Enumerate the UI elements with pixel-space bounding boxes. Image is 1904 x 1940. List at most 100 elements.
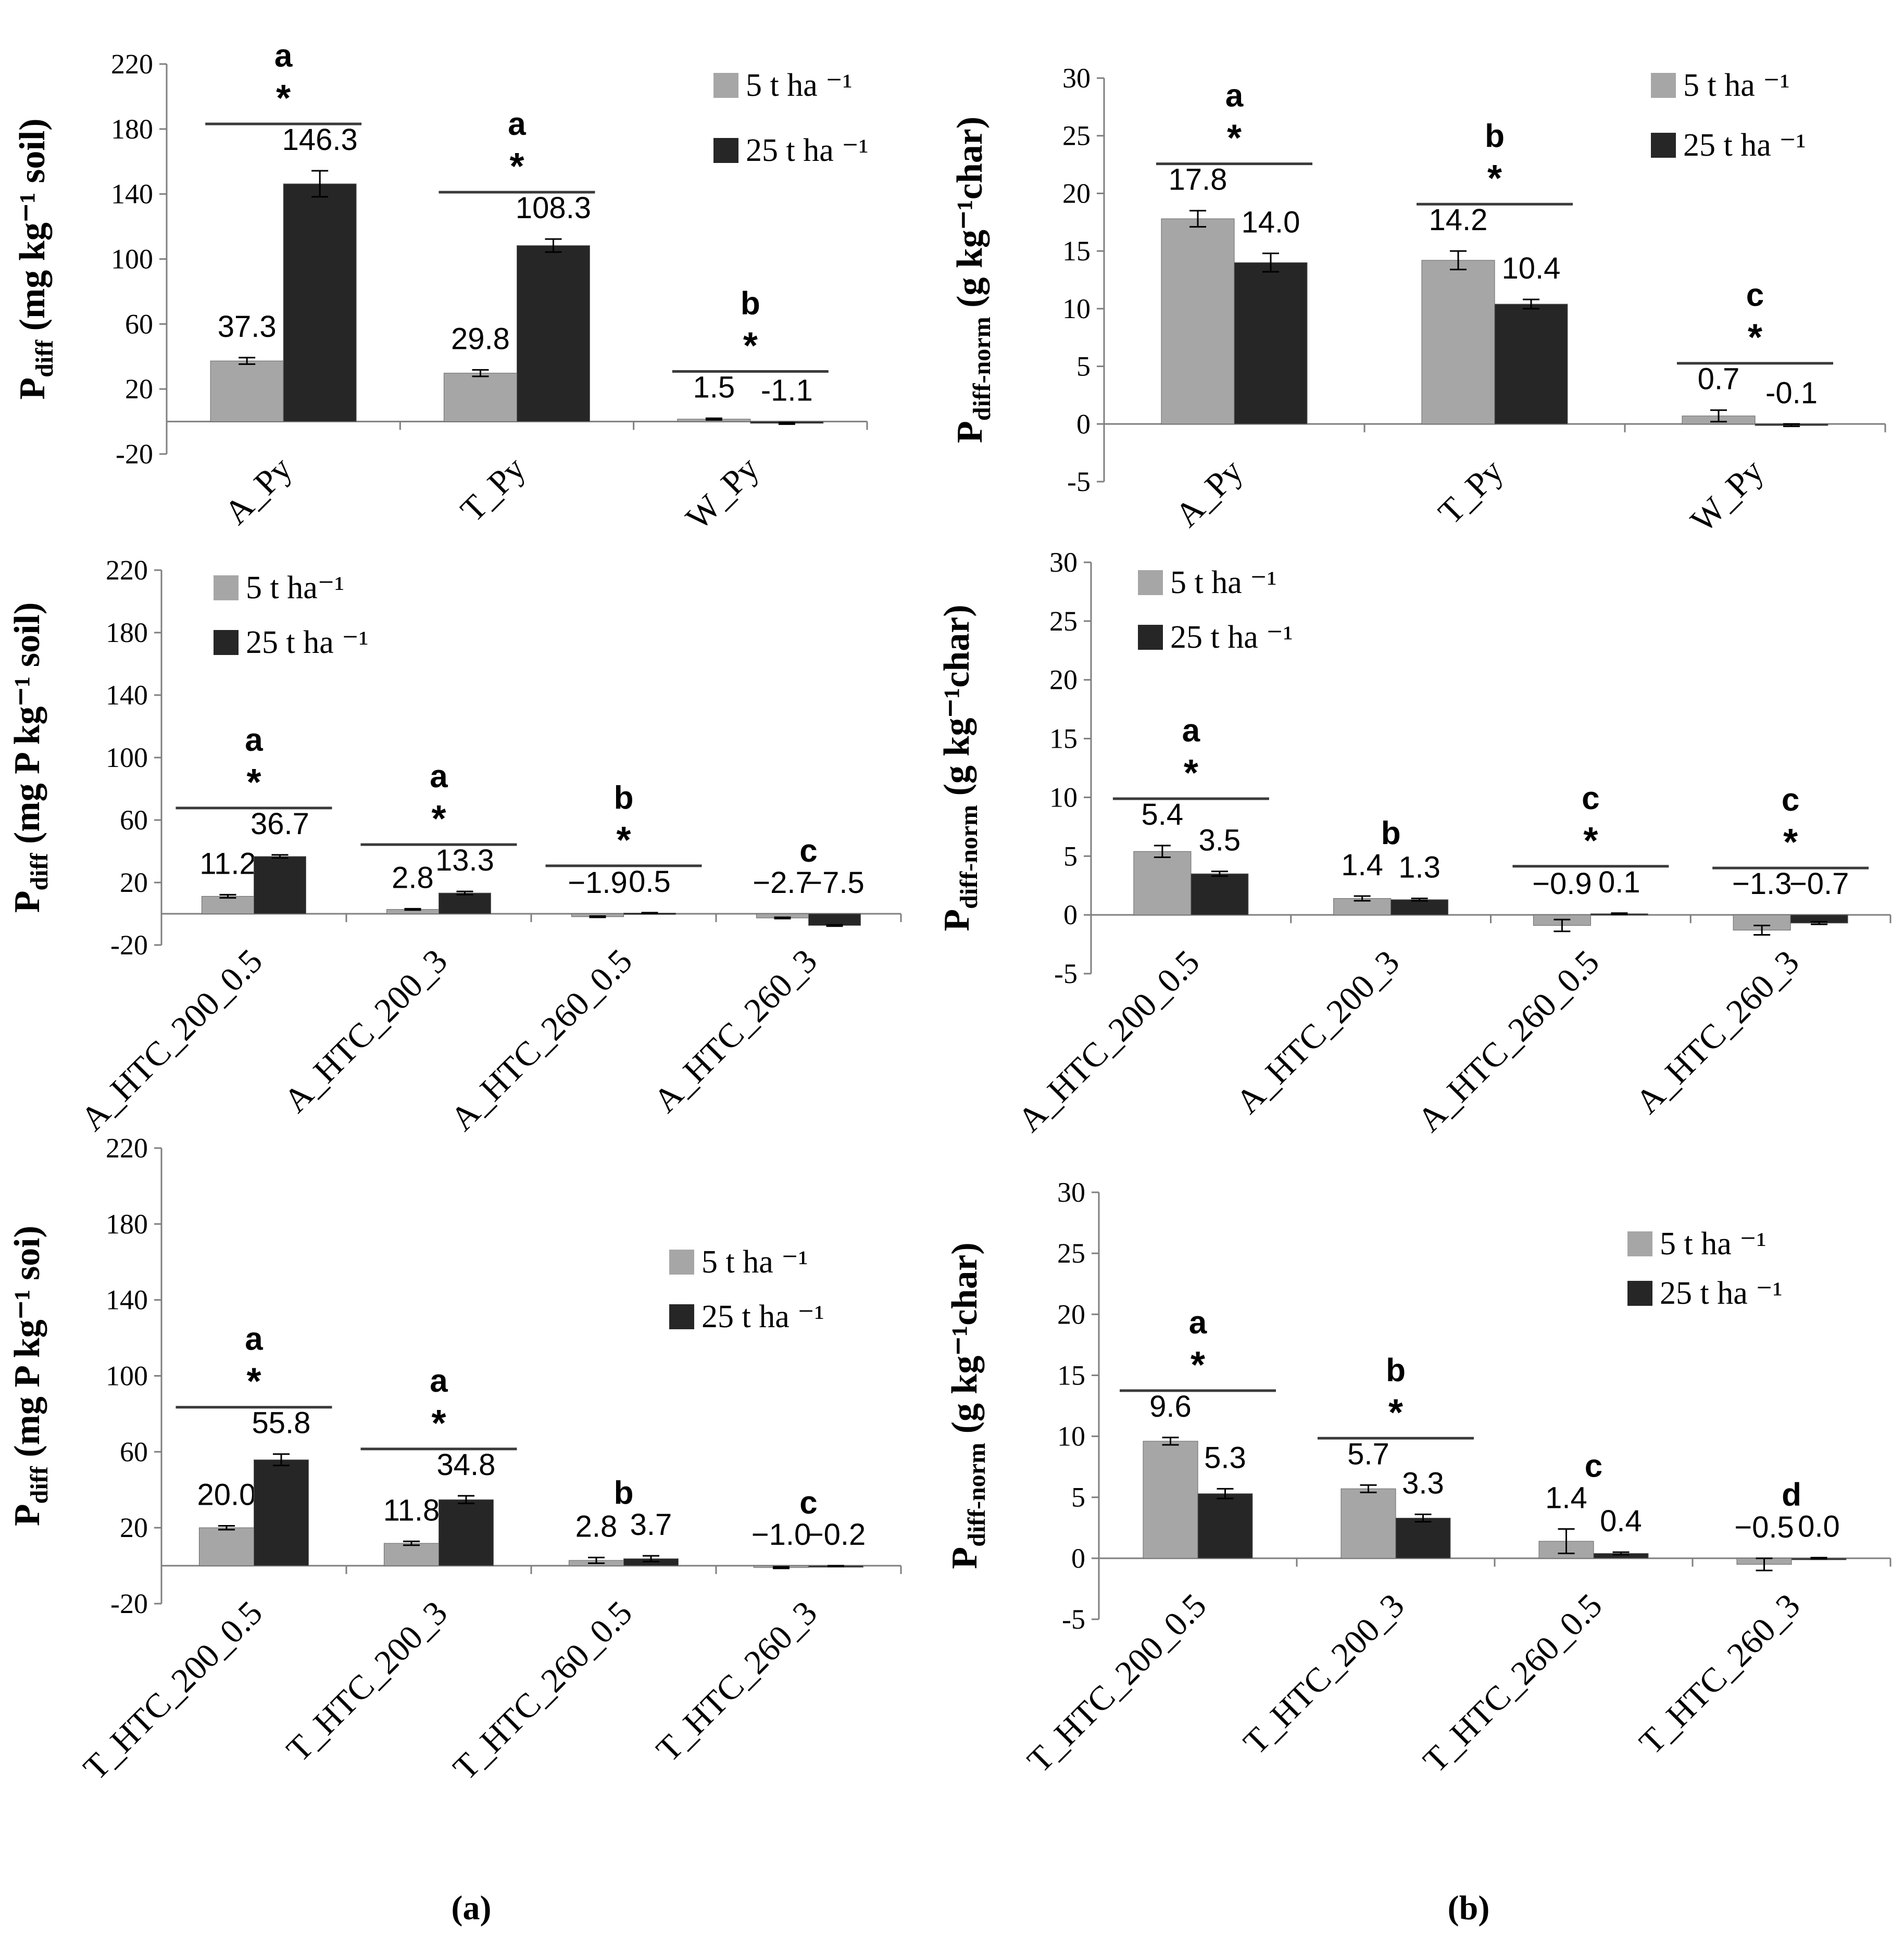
- y-tick-label: 20: [1062, 178, 1091, 209]
- y-tick-label: 25: [1049, 606, 1078, 637]
- data-label: 0.1: [1598, 865, 1640, 899]
- bar-s1: [1143, 1441, 1198, 1559]
- category-label: W_Py: [679, 450, 766, 537]
- group-letter: b: [1386, 1352, 1406, 1388]
- y-tick-label: 5: [1063, 840, 1078, 872]
- data-label: 55.8: [252, 1406, 311, 1440]
- y-tick-label: 180: [106, 1208, 148, 1240]
- category-label: W_Py: [1683, 452, 1771, 539]
- data-label: 5.4: [1142, 798, 1184, 832]
- y-tick-label: 0: [1076, 408, 1091, 439]
- legend-label: 5 t ha ⁻¹: [1660, 1226, 1767, 1262]
- data-label: 20.0: [197, 1478, 256, 1512]
- y-tick-label: 10: [1049, 782, 1078, 813]
- data-label: 10.4: [1502, 251, 1561, 285]
- category-label: A_HTC_260_0.5: [1410, 943, 1607, 1139]
- category-label: T_HTC_260_0.5: [446, 1594, 640, 1787]
- significance-star: *: [246, 1361, 261, 1403]
- bar-s1: [1161, 218, 1235, 424]
- category-label: A_Py: [1168, 452, 1250, 534]
- y-tick-label: 140: [106, 1284, 148, 1316]
- y-axis-label-subscript: diff-norm: [968, 317, 996, 421]
- category-label: A_HTC_260_3: [1629, 943, 1807, 1121]
- group-letter: d: [1782, 1477, 1801, 1513]
- bar-s1: [199, 1527, 254, 1566]
- bar-s2: [1391, 899, 1449, 915]
- bar-s2: [1395, 1518, 1451, 1559]
- data-label: 17.8: [1169, 163, 1227, 197]
- data-label: 13.3: [435, 843, 494, 877]
- data-label: 14.2: [1429, 203, 1488, 237]
- significance-star: *: [431, 798, 446, 840]
- data-label: 9.6: [1149, 1390, 1192, 1423]
- y-tick-label: 180: [111, 114, 153, 145]
- y-tick-label: 20: [120, 867, 148, 898]
- bar-s2: [439, 1499, 494, 1566]
- legend-label: 25 t ha ⁻¹: [1660, 1276, 1783, 1311]
- category-label: A_HTC_200_0.5: [1010, 943, 1207, 1139]
- y-axis-label: Pdiff-norm (g kg⁻¹char): [950, 117, 996, 443]
- bar-s1: [210, 360, 284, 422]
- chart-a1: -20 20 60 100 140 180 220 Pdiff (mg kg⁻¹ soil) 3…: [12, 38, 869, 537]
- data-label: 36.7: [250, 807, 309, 841]
- bar-s2: [517, 245, 590, 422]
- bar-s1: [202, 896, 254, 914]
- bar-s2: [254, 1459, 309, 1566]
- y-tick-label: 20: [125, 373, 153, 405]
- y-tick-label: 30: [1049, 547, 1078, 578]
- data-label: −0.7: [1789, 867, 1849, 901]
- data-label: 0.0: [1798, 1510, 1840, 1544]
- bar-s2: [254, 856, 306, 914]
- y-tick-label: 140: [111, 179, 153, 210]
- y-axis-label-unit: (mg P kg⁻¹ soil): [7, 602, 47, 853]
- data-label: -1.1: [761, 374, 813, 408]
- bar-s2: [1191, 873, 1249, 915]
- y-tick-label: 30: [1062, 62, 1091, 94]
- y-tick-label: 220: [111, 48, 153, 80]
- legend-swatch-s1: [1627, 1231, 1652, 1256]
- data-label: −1.9: [568, 866, 628, 900]
- y-axis-label-unit: (g kg⁻¹char): [950, 117, 990, 317]
- data-label: 11.8: [383, 1493, 440, 1527]
- significance-star: *: [1783, 822, 1798, 863]
- y-axis-label-main: P: [937, 909, 977, 931]
- group-letter: a: [245, 722, 263, 758]
- y-tick-label: 100: [106, 742, 148, 773]
- y-tick-label: 180: [106, 617, 148, 648]
- category-label: T_Py: [453, 450, 533, 530]
- data-label: −0.5: [1734, 1510, 1794, 1544]
- y-tick-label: 0: [1063, 899, 1078, 930]
- bar-s2: [1494, 304, 1568, 424]
- y-tick-label: -20: [110, 1588, 148, 1619]
- data-label: 5.7: [1347, 1437, 1389, 1471]
- y-tick-label: -20: [116, 438, 153, 470]
- y-tick-label: -20: [110, 929, 148, 961]
- group-letter: a: [430, 1363, 448, 1399]
- group-letter: c: [1582, 780, 1599, 816]
- group-letter: c: [799, 833, 817, 869]
- legend-swatch-s1: [713, 73, 738, 98]
- y-axis-label: Pdiff (mg P kg⁻¹ soil): [7, 602, 53, 913]
- data-label: −1.3: [1732, 867, 1792, 901]
- legend-swatch-s1: [214, 575, 239, 600]
- bar-s2: [283, 183, 357, 422]
- chart-b1: -5 0 5 10 15 20 25 30 Pdiff-norm (g kg⁻¹char) 17.…: [950, 62, 1886, 540]
- chart-b3: -5 0 5 10 15 20 25 30 Pdiff-norm (g kg⁻¹char) 9.6…: [945, 1177, 1892, 1780]
- y-tick-label: 15: [1057, 1359, 1085, 1391]
- y-axis-label-unit: (mg P kg⁻¹ soi): [7, 1226, 47, 1466]
- panel-label-b: (b): [1448, 1889, 1490, 1927]
- significance-star: *: [276, 78, 291, 119]
- significance-star: *: [431, 1403, 446, 1444]
- data-label: 0.5: [629, 865, 671, 899]
- category-label: A_Py: [217, 450, 299, 532]
- y-tick-label: 220: [106, 555, 148, 586]
- category-label: A_HTC_200_3: [277, 942, 455, 1120]
- group-letter: b: [1381, 815, 1401, 851]
- legend-swatch-s2: [214, 630, 239, 655]
- y-tick-label: 60: [125, 308, 153, 339]
- category-label: T_HTC_200_0.5: [76, 1594, 270, 1787]
- legend-swatch-s2: [1627, 1281, 1652, 1306]
- y-axis-label-subscript: diff: [31, 339, 58, 377]
- y-axis-label-subscript: diff: [26, 853, 53, 891]
